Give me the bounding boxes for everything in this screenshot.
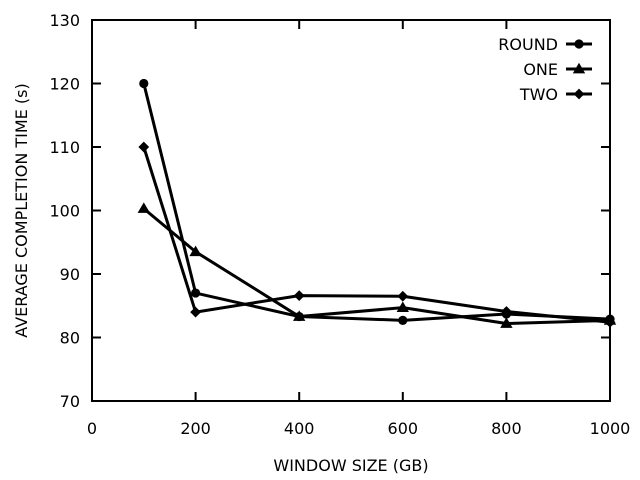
axis-ticks: 0 200 400 600 800 1000 70 80 90 100 110 120 130 xyxy=(49,11,630,438)
x-tick-label: 1000 xyxy=(590,419,631,438)
series-layer xyxy=(137,78,617,328)
series-line-two xyxy=(142,146,611,324)
data-point-two xyxy=(501,306,512,317)
x-tick-label: 0 xyxy=(87,419,97,438)
y-tick-label: 80 xyxy=(60,329,80,348)
legend: ROUND ONE TWO xyxy=(498,35,592,104)
y-tick-label: 110 xyxy=(49,138,80,157)
data-point-one xyxy=(396,301,409,312)
legend-label: TWO xyxy=(519,85,558,104)
x-tick-label: 400 xyxy=(284,419,315,438)
y-tick-label: 90 xyxy=(60,265,80,284)
x-tick-label: 800 xyxy=(491,419,522,438)
data-point-two xyxy=(138,141,150,153)
series-two xyxy=(138,141,616,328)
x-axis-title: WINDOW SIZE (GB) xyxy=(273,456,428,475)
data-point-two xyxy=(190,306,201,318)
legend-marker-round xyxy=(574,39,584,49)
y-tick-label: 70 xyxy=(60,392,80,411)
y-tick-label: 100 xyxy=(49,202,80,221)
legend-marker-one xyxy=(572,62,586,74)
data-point-two xyxy=(293,290,305,301)
series-line-one xyxy=(142,207,611,326)
legend-item-one: ONE xyxy=(523,60,592,79)
data-point-one xyxy=(189,245,202,257)
legend-label: ONE xyxy=(523,60,558,79)
x-tick-label: 600 xyxy=(388,419,419,438)
plot-frame xyxy=(91,19,611,402)
data-point-round xyxy=(191,288,201,298)
y-axis-title: AVERAGE COMPLETION TIME (s) xyxy=(12,83,31,337)
series-one xyxy=(137,202,617,328)
data-point-round xyxy=(398,315,408,325)
legend-marker-two xyxy=(573,88,585,100)
x-tick-label: 200 xyxy=(180,419,211,438)
y-tick-label: 120 xyxy=(49,75,80,94)
y-tick-label: 130 xyxy=(49,11,80,30)
legend-label: ROUND xyxy=(498,35,558,54)
data-point-one xyxy=(293,310,306,321)
data-point-one xyxy=(500,317,513,328)
legend-item-two: TWO xyxy=(519,85,592,104)
data-point-round xyxy=(139,78,149,89)
data-point-two xyxy=(397,290,409,302)
series-line-round xyxy=(142,83,611,322)
legend-item-round: ROUND xyxy=(498,35,592,54)
data-point-one xyxy=(137,202,150,213)
